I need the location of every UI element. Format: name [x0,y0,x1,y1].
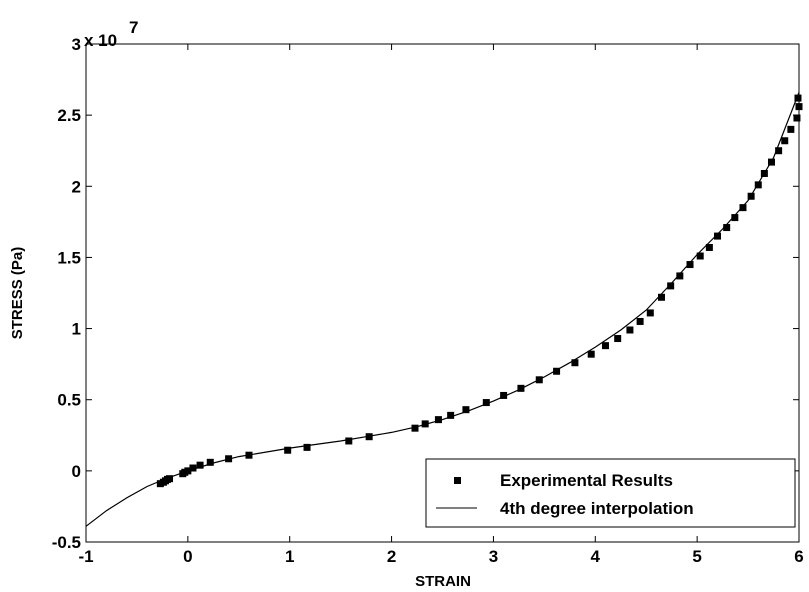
experimental-point [571,359,579,367]
experimental-point [365,433,373,441]
plot-content [85,92,803,527]
x-axis-title: STRAIN [415,573,471,590]
experimental-point [553,367,561,375]
x-tick-label: 1 [285,547,294,566]
experimental-point [184,467,192,475]
experimental-point [781,137,789,145]
y-axis: -0.5 0 0.5 1 1.5 2 2.5 3 [52,35,799,552]
experimental-point [303,443,311,451]
experimental-point [196,461,204,469]
experimental-point [686,261,694,269]
y-axis-title: STRESS (Pa) [9,247,26,340]
y-tick-label: 3 [72,35,81,54]
experimental-point [739,204,747,212]
experimental-point [676,272,684,280]
experimental-point [245,451,253,459]
x-axis: -1 0 1 2 3 4 5 6 [78,44,804,566]
experimental-point [601,342,609,350]
experimental-point [535,376,543,384]
experimental-point [517,384,525,392]
experimental-point [434,416,442,424]
experimental-point [696,252,704,260]
x-tick-label: -1 [78,547,93,566]
experimental-point [754,181,762,189]
x-tick-label: 3 [489,547,498,566]
experimental-point [421,420,429,428]
experimental-point [636,317,644,325]
y-tick-label: 0.5 [57,391,81,410]
experimental-point [189,464,197,472]
experimental-point [345,437,353,445]
experimental-point [646,309,654,317]
experimental-point [462,406,470,414]
x-tick-label: 0 [183,547,192,566]
experimental-point [225,455,233,463]
experimental-point [411,424,419,432]
experimental-point [787,125,795,133]
experimental-point [614,335,622,343]
y-multiplier-exponent: 7 [129,18,138,37]
legend: Experimental Results 4th degree interpol… [425,458,796,528]
y-multiplier-base: x 10 [84,31,117,50]
plot-frame [85,43,800,543]
experimental-point [500,391,508,399]
y-multiplier-label: x 10 [84,31,117,50]
experimental-point [587,350,595,358]
experimental-point [667,282,675,290]
experimental-point [714,232,722,240]
experimental-point [284,446,292,454]
experimental-point [760,169,768,177]
x-tick-label: 2 [387,547,396,566]
experimental-point [206,458,214,466]
experimental-point [723,224,731,232]
experimental-point [657,293,665,301]
y-tick-label: 2 [72,177,81,196]
experimental-point [793,114,801,122]
experimental-point [775,147,783,155]
legend-marker-experimental [454,477,461,484]
experimental-point [447,411,455,419]
experimental-point [794,94,802,102]
experimental-point [767,158,775,166]
y-tick-label: -0.5 [52,533,81,552]
experimental-point [626,326,634,334]
x-tick-label: 6 [794,547,803,566]
legend-label-interpolation: 4th degree interpolation [500,499,694,518]
legend-box [425,458,796,528]
y-tick-label: 2.5 [57,106,81,125]
x-tick-label: 4 [591,547,601,566]
y-tick-label: 1 [72,320,81,339]
experimental-point [747,192,755,200]
y-tick-label: 1.5 [57,248,81,267]
legend-label-experimental: Experimental Results [500,471,673,490]
experimental-point [705,243,713,251]
x-tick-label: 5 [692,547,701,566]
experimental-point [482,399,490,407]
experimental-point [166,475,174,483]
y-tick-label: 0 [72,462,81,481]
experimental-point [731,214,739,222]
